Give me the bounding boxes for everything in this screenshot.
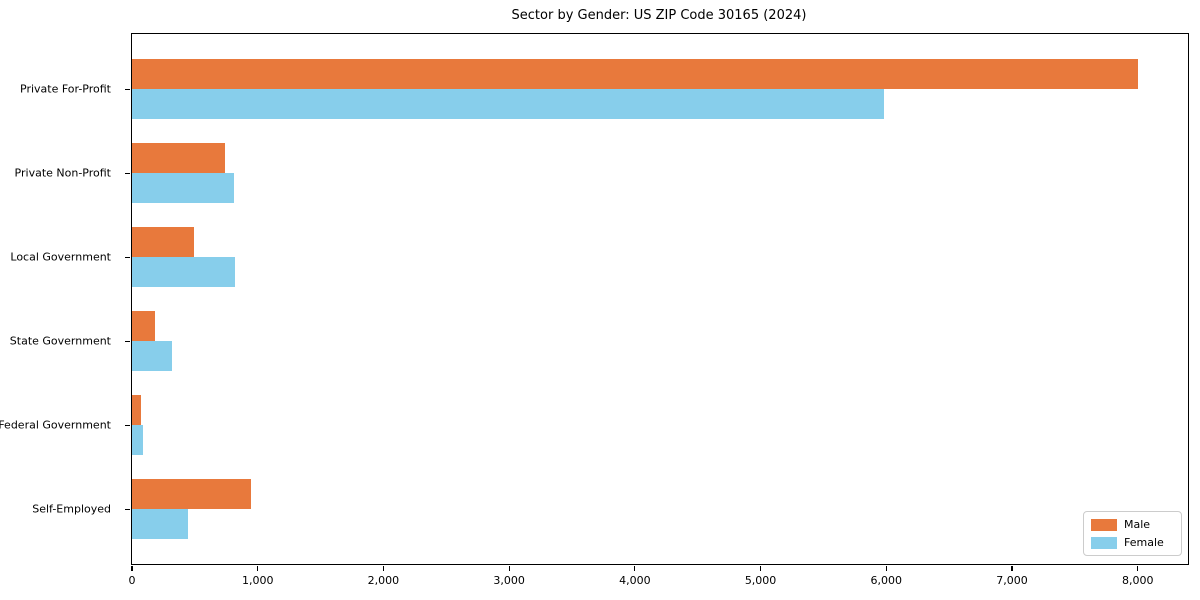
y-tick-mark — [125, 340, 130, 342]
x-tick-mark — [131, 565, 133, 571]
bar-female-5 — [132, 425, 144, 455]
bar-female-4 — [132, 341, 172, 371]
x-tick-mark — [1137, 565, 1139, 571]
y-tick-label: Private For-Profit — [20, 82, 111, 96]
x-tick-mark — [759, 565, 762, 571]
bar-male-4 — [132, 311, 155, 341]
male-legend-label: Male — [1124, 518, 1151, 531]
y-tick-mark — [125, 172, 130, 174]
x-tick-label: 7,000 — [996, 574, 1028, 587]
x-tick-mark — [382, 565, 385, 571]
legend-row-male: Male — [1091, 518, 1173, 531]
y-tick-label: State Government — [9, 334, 111, 348]
x-tick-mark — [257, 565, 259, 571]
bar-female-2 — [132, 173, 234, 203]
x-tick-label: 2,000 — [367, 574, 400, 587]
y-tick-mark — [125, 424, 130, 426]
male-legend-swatch — [1091, 518, 1117, 531]
y-tick-label: Local Government — [10, 250, 111, 264]
bar-female-3 — [132, 257, 236, 287]
y-tick-mark — [125, 256, 130, 258]
x-tick-label: 4,000 — [619, 574, 651, 587]
x-tick-label: 3,000 — [493, 574, 525, 587]
legend: Male Female — [1083, 511, 1182, 556]
x-tick-mark — [1011, 565, 1013, 571]
chart-title: Sector by Gender: US ZIP Code 30165 (202… — [511, 8, 807, 23]
bar-male-5 — [132, 395, 142, 425]
bar-male-1 — [132, 59, 1138, 89]
x-tick-mark — [508, 565, 510, 571]
x-tick-label: 1,000 — [241, 574, 274, 587]
bar-male-6 — [132, 479, 252, 509]
x-tick-label: 6,000 — [870, 574, 903, 587]
bar-female-1 — [132, 89, 884, 119]
y-tick-mark — [125, 88, 130, 90]
x-tick-mark — [634, 565, 636, 571]
y-tick-mark — [125, 508, 130, 510]
female-legend-swatch — [1091, 536, 1117, 549]
x-tick-mark — [885, 565, 887, 571]
x-tick-label: 0 — [128, 574, 136, 587]
bar-female-6 — [132, 509, 188, 539]
y-tick-label: Self-Employed — [32, 502, 111, 516]
bar-male-2 — [132, 143, 226, 173]
plot-area: Private For-Profit Private Non-Profit Loca… — [0, 33, 1189, 587]
y-tick-label: Federal Government — [0, 418, 111, 432]
legend-row-female: Female — [1091, 536, 1173, 549]
x-tick-label: 8,000 — [1121, 574, 1154, 587]
bar-male-3 — [132, 227, 194, 257]
female-legend-label: Female — [1124, 536, 1164, 549]
y-tick-label: Private Non-Profit — [14, 166, 111, 180]
x-tick-label: 5,000 — [744, 574, 777, 587]
